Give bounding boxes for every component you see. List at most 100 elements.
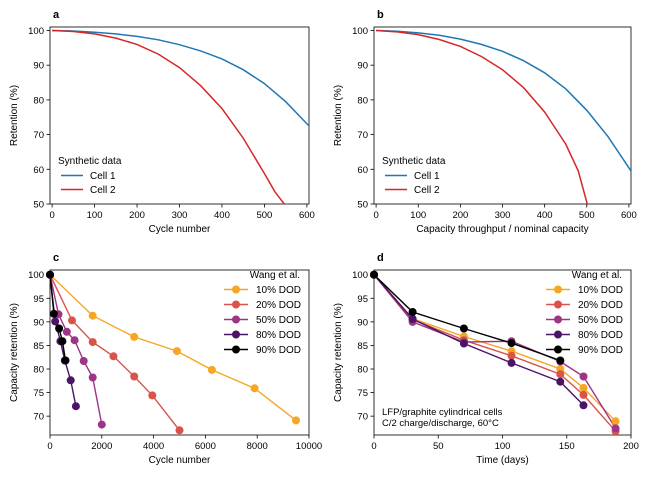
legend-title: Wang et al. — [250, 270, 300, 281]
panel-label: b — [377, 9, 384, 21]
data-point — [556, 370, 565, 379]
y-axis-label: Capacity retention (%) — [9, 303, 20, 402]
y-tick-label: 70 — [33, 130, 44, 141]
y-tick-label: 85 — [33, 341, 44, 352]
data-point — [611, 417, 620, 426]
y-axis-label: Retention (%) — [9, 85, 20, 146]
legend-entry: 90% DOD — [256, 345, 301, 356]
y-tick-label: 95 — [33, 294, 44, 305]
data-point — [579, 383, 588, 392]
series-line-80-dod — [374, 274, 584, 406]
legend-entry: Cell 1 — [90, 171, 116, 182]
y-tick-label: 80 — [33, 365, 44, 376]
y-tick-label: 70 — [33, 412, 44, 423]
y-tick-label: 50 — [33, 200, 44, 211]
series-line-90-dod — [374, 274, 561, 362]
legend-swatch-marker — [232, 345, 240, 354]
x-tick-label: 500 — [256, 210, 272, 221]
x-tick-label: 400 — [537, 210, 553, 221]
data-point — [88, 373, 97, 382]
x-tick-label: 100 — [410, 210, 426, 221]
y-tick-label: 100 — [352, 26, 368, 37]
series-line-20-dod — [50, 274, 181, 431]
y-tick-label: 95 — [357, 294, 368, 305]
y-tick-label: 85 — [357, 341, 368, 352]
y-axis-label: Capacity retention (%) — [333, 303, 344, 402]
x-tick-label: 4000 — [143, 441, 164, 452]
data-point — [70, 336, 79, 345]
data-point — [62, 327, 71, 336]
data-point — [51, 317, 60, 326]
y-tick-label: 70 — [357, 412, 368, 423]
data-point — [408, 308, 417, 316]
data-point — [370, 270, 378, 279]
legend-entry: 20% DOD — [578, 300, 623, 311]
data-point — [130, 372, 139, 381]
y-axis-label: Retention (%) — [333, 85, 344, 146]
x-tick-label: 400 — [214, 210, 230, 221]
data-point — [130, 332, 139, 341]
series-line-cell-2 — [376, 29, 589, 204]
legend-entry: Cell 1 — [414, 171, 440, 182]
y-tick-label: 90 — [357, 61, 368, 72]
y-tick-label: 100 — [28, 270, 44, 281]
y-tick-label: 100 — [352, 270, 368, 281]
data-point — [46, 270, 54, 279]
legend-entry: 50% DOD — [256, 315, 301, 326]
data-point — [66, 376, 75, 385]
series-line-cell-1 — [52, 29, 309, 127]
x-tick-label: 0 — [47, 441, 52, 452]
data-point — [49, 309, 58, 318]
y-tick-label: 70 — [357, 130, 368, 141]
series-line-cell-2 — [52, 29, 286, 204]
data-point — [97, 420, 106, 429]
legend-swatch-marker — [232, 285, 240, 294]
legend-swatch-marker — [232, 300, 240, 309]
x-tick-label: 200 — [452, 210, 468, 221]
y-tick-label: 80 — [33, 95, 44, 106]
legend-title: Synthetic data — [58, 156, 122, 167]
data-point — [507, 358, 516, 367]
data-point — [109, 352, 118, 361]
x-tick-label: 8000 — [247, 441, 268, 452]
data-point — [579, 390, 588, 399]
data-point — [55, 324, 64, 333]
plot-frame — [373, 26, 632, 205]
x-tick-label: 500 — [579, 210, 595, 221]
panel-c: c 0 2000 4000 6000 8000 10000 70 75 80 85 90 95 100 Cy… — [9, 252, 322, 466]
y-tick-label: 90 — [33, 61, 44, 72]
legend-entry: 10% DOD — [256, 285, 301, 296]
data-point — [88, 311, 97, 320]
data-point — [172, 347, 181, 356]
x-tick-label: 100 — [87, 210, 103, 221]
legend-entry: 50% DOD — [578, 315, 623, 326]
panel-a: a 0 100 200 300 400 500 600 50 60 70 80 90 100 Cycle n… — [9, 9, 315, 235]
data-point — [459, 339, 468, 348]
x-tick-label: 2000 — [91, 441, 112, 452]
data-point — [250, 384, 259, 393]
data-point — [579, 372, 588, 381]
data-point — [207, 365, 216, 374]
annotation-text: C/2 charge/discharge, 60°C — [382, 418, 499, 429]
data-point — [292, 416, 300, 425]
series-line-50-dod — [50, 274, 103, 425]
data-point — [611, 424, 620, 433]
y-tick-label: 90 — [357, 317, 368, 328]
data-point — [148, 391, 157, 400]
panel-label: c — [53, 252, 59, 264]
y-tick-label: 80 — [357, 95, 368, 106]
panel-label: d — [377, 252, 384, 264]
data-point — [556, 356, 565, 365]
x-axis-label: Capacity throughput / nominal capacity — [416, 224, 588, 235]
series-line-cell-1 — [376, 29, 631, 172]
x-tick-label: 300 — [172, 210, 188, 221]
data-point — [175, 426, 184, 435]
x-tick-label: 300 — [495, 210, 511, 221]
legend-title: Wang et al. — [572, 270, 622, 281]
y-tick-label: 60 — [357, 165, 368, 176]
legend-entry: 10% DOD — [578, 285, 623, 296]
y-tick-label: 60 — [33, 165, 44, 176]
legend-entry: 80% DOD — [578, 330, 623, 341]
x-axis-label: Cycle number — [149, 224, 211, 235]
